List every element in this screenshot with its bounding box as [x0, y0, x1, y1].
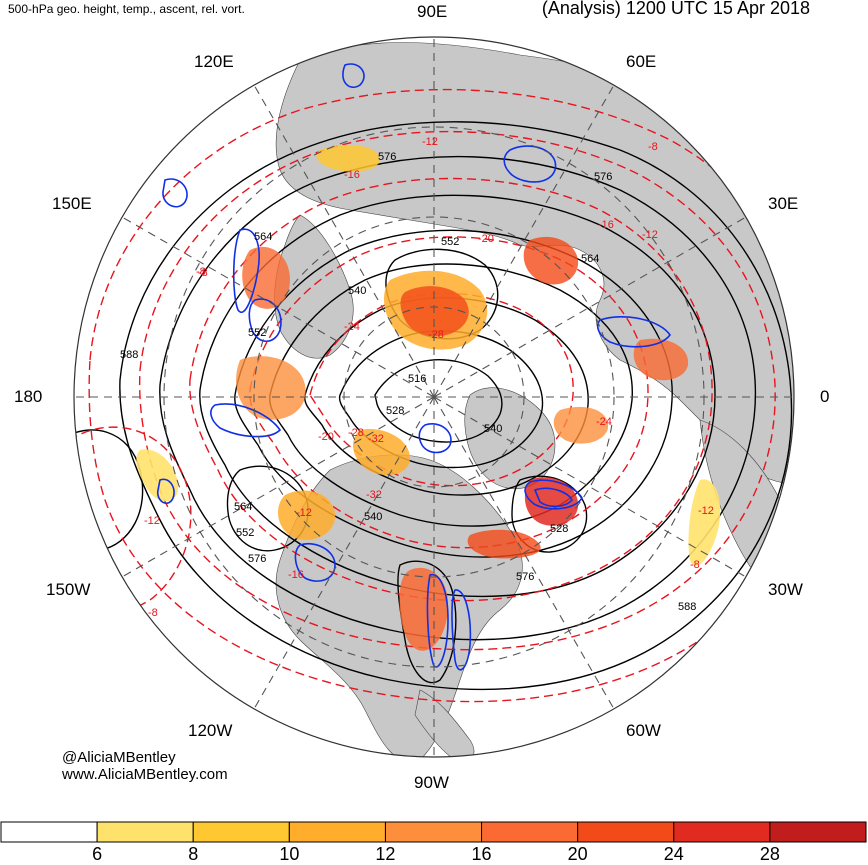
- colorbar-tick-label: 16: [471, 844, 492, 864]
- colorbar-swatch: [577, 821, 675, 843]
- colorbar-swatch: [288, 821, 386, 843]
- temp-label: -12: [422, 136, 438, 148]
- colorbar-swatch: [769, 821, 867, 843]
- lon-label-120w: 120W: [188, 721, 233, 740]
- colorbar-tick-label: 12: [375, 844, 396, 864]
- temp-label: -8: [196, 266, 206, 278]
- colorbar-swatch: [384, 821, 483, 843]
- longitude-lines: [74, 37, 794, 757]
- height-label: 576: [594, 171, 612, 183]
- temp-label: -16: [344, 169, 360, 181]
- height-label: 588: [120, 349, 138, 361]
- map-title-right: (Analysis) 1200 UTC 15 Apr 2018: [541, 0, 810, 18]
- height-contour-labels: 576 576 564 564 552 552 540 540 516 528 …: [120, 151, 696, 613]
- lon-label-120e: 120E: [194, 52, 234, 71]
- lon-label-180: 180: [14, 387, 43, 406]
- height-label: 588: [678, 601, 696, 613]
- lon-label-0: 0: [820, 387, 830, 406]
- colorbar: [0, 821, 867, 843]
- credit-handle: @AliciaMBentley: [62, 749, 176, 766]
- lon-label-150e: 150E: [52, 194, 92, 213]
- colorbar-tick-label: 20: [567, 844, 588, 864]
- height-label: 564: [581, 253, 599, 265]
- height-label: 528: [550, 523, 568, 535]
- vorticity-shading: [136, 144, 721, 651]
- temp-label: -20: [478, 233, 494, 245]
- temp-label: -12: [296, 507, 312, 519]
- colorbar-swatch: [192, 821, 290, 843]
- height-label: 552: [236, 527, 254, 539]
- height-label: 564: [254, 231, 272, 243]
- colorbar-tick-label: 8: [188, 844, 199, 864]
- height-label: 576: [248, 553, 266, 565]
- lon-label-150w: 150W: [46, 580, 91, 599]
- lon-label-60e: 60E: [626, 52, 657, 71]
- lon-label-30w: 30W: [768, 580, 803, 599]
- map-title-left: 500-hPa geo. height, temp., ascent, rel.…: [8, 2, 245, 16]
- map-border: [73, 36, 795, 758]
- height-label: 576: [516, 571, 534, 583]
- colorbar-tick-label: 10: [279, 844, 300, 864]
- colorbar-swatch: [96, 821, 194, 843]
- temp-label: -12: [698, 505, 714, 517]
- temp-label: -8: [648, 141, 658, 153]
- colorbar-tick-label: 24: [663, 844, 684, 864]
- colorbar-swatch: [481, 821, 579, 843]
- temp-label: -20: [318, 431, 334, 443]
- ascent-contours: [156, 63, 671, 671]
- temp-label: -16: [598, 219, 614, 231]
- colorbar-tick-label: 6: [92, 844, 103, 864]
- temp-label: -12: [144, 515, 160, 527]
- temp-label: -32: [368, 433, 384, 445]
- colorbar-tick-label: 28: [759, 844, 780, 864]
- height-label: 540: [484, 423, 502, 435]
- lon-label-90w: 90W: [414, 773, 449, 792]
- temp-label: -28: [348, 427, 364, 439]
- lon-label-60w: 60W: [626, 721, 661, 740]
- temp-label: -24: [344, 321, 360, 333]
- temp-label: -16: [288, 569, 304, 581]
- temp-label: -12: [642, 229, 658, 241]
- height-label: 552: [441, 236, 459, 248]
- temp-label: -8: [690, 559, 700, 571]
- temp-label: -8: [148, 607, 158, 619]
- height-label: 564: [234, 501, 252, 513]
- lon-label-90e: 90E: [417, 2, 448, 21]
- temp-label: -28: [428, 329, 444, 341]
- colorbar-swatch: [673, 821, 771, 843]
- lon-label-30e: 30E: [768, 194, 799, 213]
- height-label: 540: [348, 285, 366, 297]
- height-label: 516: [408, 373, 426, 385]
- temp-label: -8: [198, 267, 208, 279]
- temp-label: -32: [366, 489, 382, 501]
- height-label: 576: [378, 151, 396, 163]
- credit-site: www.AliciaMBentley.com: [62, 766, 228, 783]
- height-label: 552: [248, 327, 266, 339]
- height-label: 540: [364, 511, 382, 523]
- colorbar-swatch: [0, 821, 98, 843]
- temperature-contour-labels: -8 -8 -12 -16 -20 -24 -28 -32 -12 -16 -2…: [144, 136, 714, 619]
- height-label: 528: [386, 405, 404, 417]
- temp-label: -24: [596, 416, 612, 428]
- alaska-land: [274, 214, 354, 359]
- central-america-land: [414, 689, 475, 757]
